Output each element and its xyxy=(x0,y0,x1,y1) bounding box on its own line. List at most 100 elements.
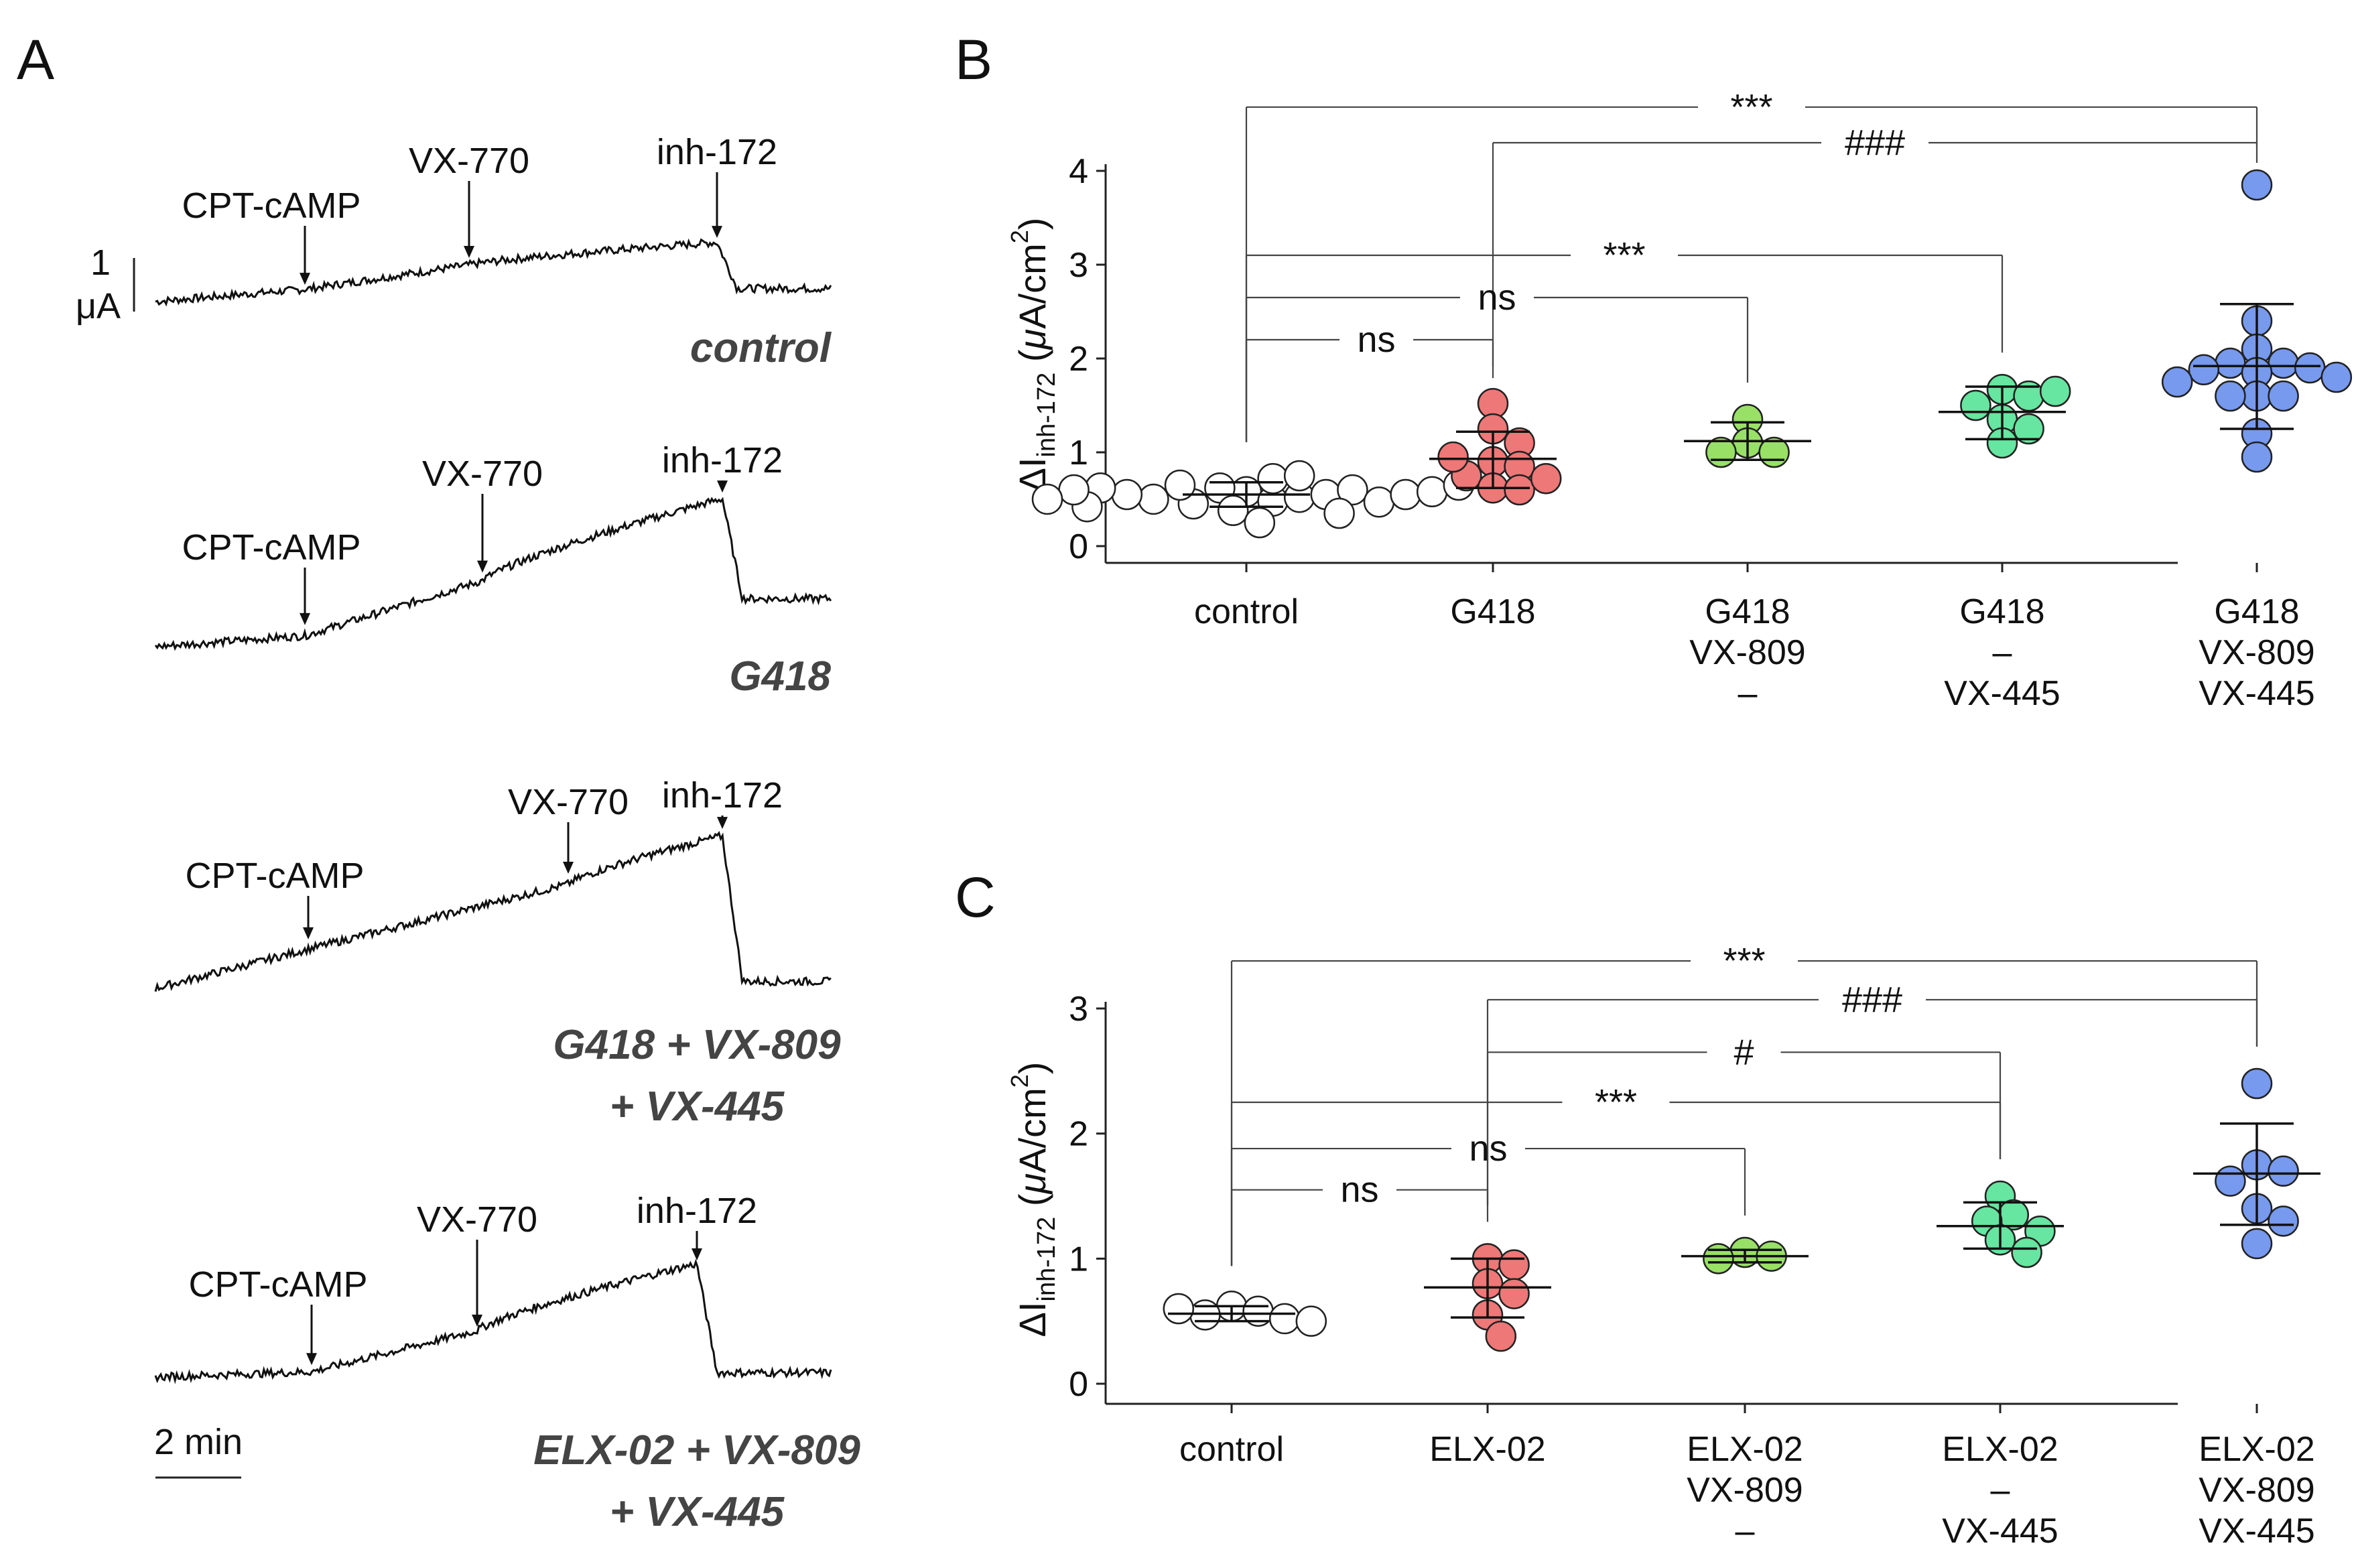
x-category-label: G418 xyxy=(1705,592,1790,631)
arrow-label-vx770: VX-770 xyxy=(508,782,629,822)
arrow-label-cpt: CPT-cAMP xyxy=(188,1264,367,1305)
y-axis-label-ylabel-sub: inh-172 xyxy=(1033,1217,1061,1302)
trace-label-elx02-combo-line2: + VX-445 xyxy=(610,1489,785,1535)
group-2 xyxy=(1681,1236,1809,1275)
trace-g418-vx809-vx445: CPT-cAMP VX-770 inh-172 xyxy=(154,775,832,992)
comparison-bracket: ns xyxy=(1245,320,1494,442)
arrow-head xyxy=(300,273,310,285)
significance-label: # xyxy=(1733,1032,1754,1072)
trace-label-elx02-combo-line1: ELX-02 + VX-809 xyxy=(533,1427,860,1474)
x-category-label: VX-445 xyxy=(1942,1512,2058,1551)
data-point xyxy=(2215,1165,2246,1197)
x-category-label: G418 xyxy=(1450,592,1535,631)
data-point xyxy=(1283,460,1315,492)
current-trace-line xyxy=(154,1258,832,1384)
x-category-label: G418 xyxy=(2214,592,2299,631)
arrow-head xyxy=(712,226,722,239)
data-point xyxy=(1164,469,1196,501)
data-point xyxy=(1138,483,1169,515)
group-0 xyxy=(1163,1291,1327,1337)
y-tick-label: 4 xyxy=(1069,152,1088,191)
y-axis-label: ΔIinh-172 (μA/cm2) xyxy=(1006,1062,1061,1337)
data-point xyxy=(2161,366,2193,398)
significance-label: ns xyxy=(1478,277,1516,318)
group-3 xyxy=(1937,1180,2064,1268)
y-tick-label: 1 xyxy=(1069,434,1088,472)
y-tick-label: 2 xyxy=(1069,1115,1088,1154)
data-point xyxy=(2268,347,2299,379)
significance-label: ns xyxy=(1469,1128,1507,1169)
y-axis-label-ylabel-unit-a: ( xyxy=(1011,349,1053,373)
y-axis-label-ylabel-unit-a: ( xyxy=(1011,1193,1053,1217)
data-point xyxy=(1498,1249,1530,1281)
arrow-label-inh: inh-172 xyxy=(662,775,783,815)
x-category-label: VX-809 xyxy=(1689,633,1805,672)
x-category-label: VX-445 xyxy=(1944,674,2060,713)
current-scale-unit: μA xyxy=(76,286,121,326)
x-category-label: control xyxy=(1179,1430,1284,1469)
trace-label-g418-combo-line2: + VX-445 xyxy=(610,1084,785,1130)
arrow-head xyxy=(472,1314,482,1327)
x-category-label: VX-445 xyxy=(2199,674,2314,713)
arrow-label-cpt: CPT-cAMP xyxy=(182,527,361,568)
data-point xyxy=(2241,1228,2273,1260)
comparison-bracket: ns xyxy=(1230,1170,1489,1266)
group-2 xyxy=(1684,403,1811,468)
time-scale-label: 2 min xyxy=(154,1422,243,1462)
significance-label: *** xyxy=(1595,1082,1637,1122)
significance-label: ns xyxy=(1340,1170,1378,1210)
panel-label-a: A xyxy=(17,28,54,91)
y-axis-label-ylabel-unit-mu: μ xyxy=(1011,1173,1053,1195)
data-point xyxy=(1390,478,1421,511)
data-point xyxy=(2268,380,2299,412)
arrow-head xyxy=(717,480,728,493)
data-point xyxy=(1437,441,1469,473)
current-trace-line xyxy=(154,830,832,992)
data-point xyxy=(1189,1299,1221,1331)
comparison-bracket: *** xyxy=(1245,235,2004,442)
arrow-label-inh: inh-172 xyxy=(662,440,783,480)
data-point xyxy=(1323,497,1355,529)
arrow-head xyxy=(717,817,728,830)
data-point xyxy=(2320,361,2353,393)
data-point xyxy=(2013,413,2044,445)
data-point xyxy=(2241,1067,2273,1100)
data-point xyxy=(1498,1278,1530,1309)
x-category-label: VX-809 xyxy=(1687,1471,1803,1510)
arrow-label-inh: inh-172 xyxy=(637,1191,757,1231)
y-tick-label: 3 xyxy=(1069,246,1088,285)
y-tick-label: 2 xyxy=(1069,340,1088,379)
y-axis-label-ylabel-sub: inh-172 xyxy=(1033,373,1061,458)
trace-label-g418: G418 xyxy=(729,653,831,700)
current-trace-line xyxy=(155,238,832,307)
group-1 xyxy=(1424,1243,1551,1352)
data-point xyxy=(1295,1305,1327,1337)
data-point xyxy=(2268,1155,2299,1187)
data-point xyxy=(2241,169,2273,201)
y-axis-label-ylabel-unit-b: A/cm xyxy=(1011,1088,1053,1173)
comparison-bracket: *** xyxy=(1245,87,2258,442)
x-category-label: ELX-02 xyxy=(1942,1430,2058,1469)
x-category-label: ELX-02 xyxy=(1429,1430,1545,1469)
data-point xyxy=(1703,1243,1734,1275)
x-category-label: – xyxy=(1736,1512,1755,1551)
data-point xyxy=(1337,474,1368,506)
data-point xyxy=(1163,1293,1195,1325)
data-point xyxy=(2039,375,2071,407)
current-trace-line xyxy=(154,497,832,651)
significance-label: *** xyxy=(1723,941,1765,981)
trace-label-g418-combo-line1: G418 + VX-809 xyxy=(553,1022,841,1068)
y-tick-label: 0 xyxy=(1069,527,1088,566)
x-category-label: ELX-02 xyxy=(2199,1430,2314,1469)
y-tick-label: 1 xyxy=(1069,1240,1088,1279)
significance-label: ns xyxy=(1357,320,1395,360)
data-point xyxy=(1031,483,1063,515)
comparison-bracket: *** xyxy=(1230,941,2258,1266)
trace-elx02-vx809-vx445: CPT-cAMP VX-770 inh-172 xyxy=(154,1191,832,1384)
arrow-label-cpt: CPT-cAMP xyxy=(182,186,361,226)
data-point xyxy=(2215,380,2246,412)
arrow-label-cpt: CPT-cAMP xyxy=(185,856,364,896)
